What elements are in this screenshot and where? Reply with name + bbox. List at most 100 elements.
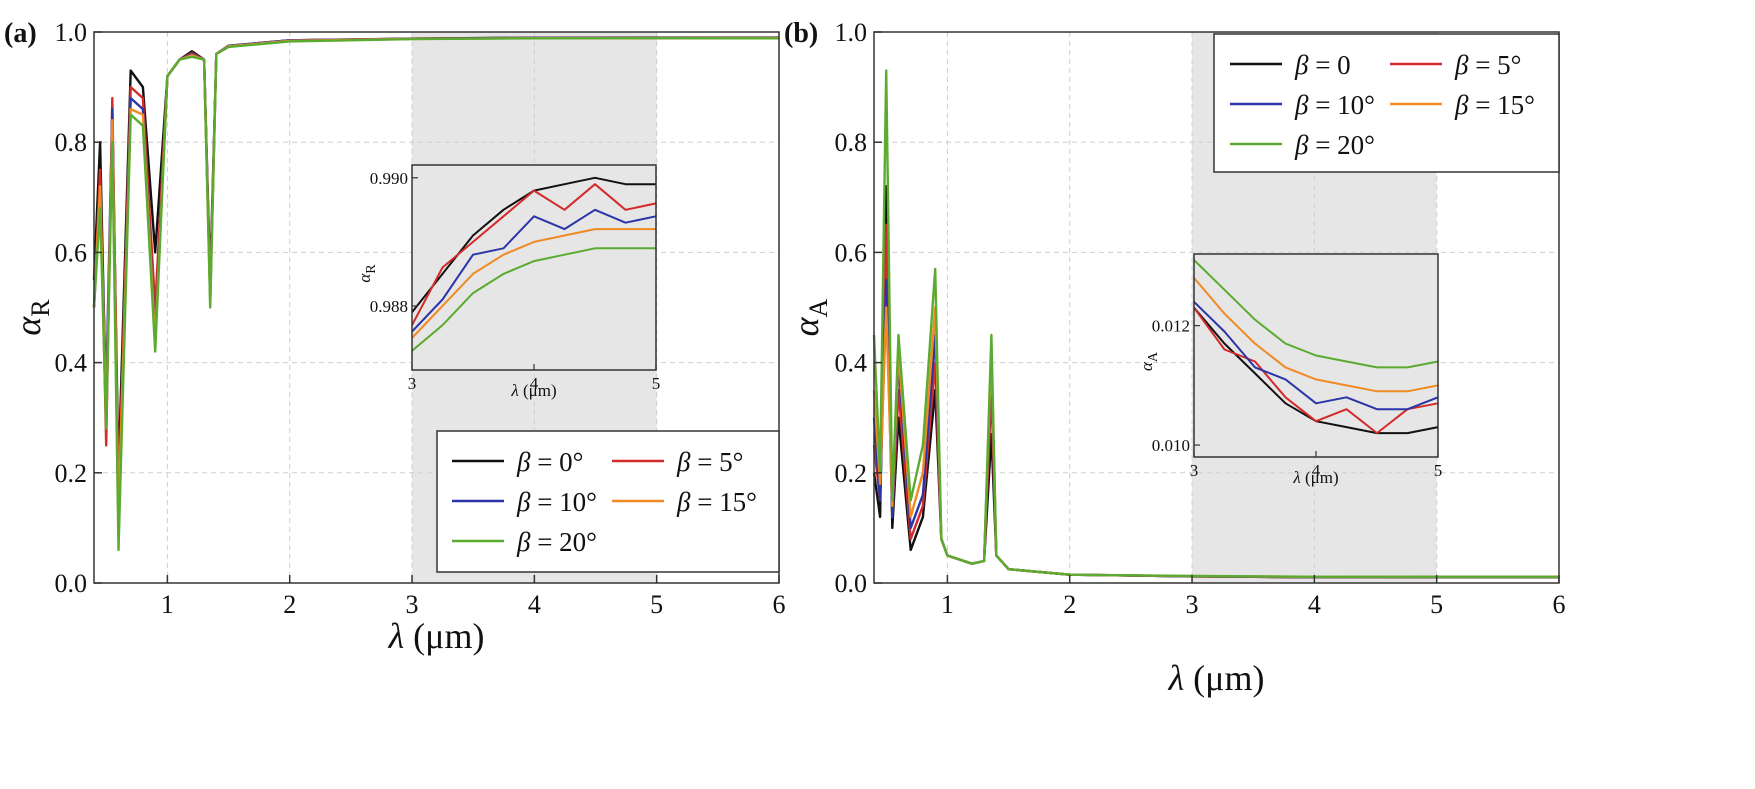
y-tick-label: 0.0	[55, 569, 88, 598]
x-tick-label: 1	[941, 590, 954, 619]
inset-y-axis-label: αR	[355, 264, 379, 283]
legend-label-beta: β	[676, 487, 691, 517]
legend-label-value: = 5°	[690, 447, 743, 477]
x-tick-label: 3	[1186, 590, 1199, 619]
x-tick-label: 1	[161, 590, 174, 619]
legend-label-value: = 15°	[690, 487, 757, 517]
inset-x-axis-lambda: λ	[510, 381, 518, 400]
inset-x-tick-label: 5	[652, 374, 661, 393]
legend-label-value: = 0	[1308, 50, 1350, 80]
legend-label-value: = 20°	[1308, 130, 1375, 160]
y-tick-label: 0.4	[55, 349, 88, 378]
y-axis-label-base: α	[786, 316, 826, 336]
x-tick-label: 4	[528, 590, 541, 619]
y-tick-label: 1.0	[55, 18, 88, 47]
y-axis-label: αR	[8, 299, 55, 336]
legend-label-value: = 10°	[530, 487, 597, 517]
x-axis-label-unit: (μm)	[1184, 658, 1264, 698]
inset-series-line	[411, 228, 656, 339]
plot-frame	[93, 31, 780, 584]
legend-label: β = 15°	[676, 487, 757, 517]
x-axis-label: λ (μm)	[1168, 658, 1265, 698]
y-tick-label: 0.4	[835, 349, 868, 378]
panel-label: (b)	[784, 18, 818, 49]
x-tick-label: 5	[650, 590, 663, 619]
inset-x-axis-label: λ (μm)	[1292, 468, 1338, 487]
legend-label: β = 10°	[1294, 90, 1375, 120]
inset-x-tick-label: 5	[1434, 461, 1443, 480]
series-line	[92, 37, 780, 552]
inset-x-tick-label: 4	[530, 374, 539, 393]
x-tick-label: 6	[1553, 590, 1566, 619]
inset-y-axis-label-base: α	[1137, 361, 1156, 371]
panel-b: 1 2 3 4 5 60.00.20.40.60.81.0λ (μm)αA(b)3 4 50.…	[784, 18, 1566, 698]
y-tick-label: 0.2	[55, 459, 88, 488]
inset-series-line	[1193, 307, 1439, 435]
inset-x-tick-label: 3	[408, 374, 417, 393]
inset-series-line	[411, 208, 657, 333]
y-axis-label-base: α	[8, 316, 48, 336]
y-tick-label: 0.0	[835, 569, 868, 598]
series-line	[872, 69, 1559, 578]
x-tick-label: 5	[1430, 590, 1443, 619]
y-tick-label: 0.8	[835, 128, 868, 157]
y-axis-label-sub: A	[804, 298, 833, 317]
inset-y-tick-label: 0.988	[370, 297, 408, 316]
y-tick-label: 0.8	[55, 128, 88, 157]
legend-label-beta: β	[516, 447, 531, 477]
legend-label-value: = 15°	[1468, 90, 1535, 120]
legend-label-beta: β	[1454, 50, 1469, 80]
legend-label-value: = 10°	[1308, 90, 1375, 120]
inset-series-line	[1193, 301, 1439, 411]
inset-x-axis-unit: (μm)	[519, 381, 557, 400]
y-axis-label: αA	[786, 298, 833, 336]
legend-label: β = 0°	[516, 447, 583, 477]
inset-y-axis-label: αA	[1137, 351, 1161, 371]
legend-label-value: = 5°	[1468, 50, 1521, 80]
legend-label-beta: β	[1454, 90, 1469, 120]
plot-frame	[873, 31, 1560, 584]
x-axis-label-lambda: λ	[388, 616, 405, 656]
x-tick-label: 2	[1063, 590, 1076, 619]
inset-y-tick-label: 0.012	[1152, 317, 1190, 336]
x-tick-label: 4	[1308, 590, 1321, 619]
inset-y-tick-label: 0.010	[1152, 436, 1190, 455]
x-tick-label: 3	[406, 590, 419, 619]
inset-x-axis-label: λ (μm)	[510, 381, 556, 400]
inset: 3 4 5 0.010 0.012 λ (μm) αA	[1137, 253, 1443, 487]
inset-y-axis-label-base: α	[355, 273, 374, 283]
y-tick-label: 0.6	[835, 238, 868, 267]
x-tick-label: 2	[283, 590, 296, 619]
x-axis-label-unit: (μm)	[404, 616, 484, 656]
x-tick-label: 6	[773, 590, 786, 619]
legend-label-beta: β	[676, 447, 691, 477]
legend-label: β = 20°	[1294, 130, 1375, 160]
x-axis-label-lambda: λ	[1168, 658, 1185, 698]
inset-series-line	[1193, 277, 1439, 393]
x-axis-label: λ (μm)	[388, 616, 485, 656]
inset-background	[412, 165, 656, 370]
inset-x-axis-lambda: λ	[1292, 468, 1300, 487]
legend-label-beta: β	[1294, 90, 1309, 120]
legend-label: β = 15°	[1454, 90, 1535, 120]
inset-x-tick-label: 4	[1312, 461, 1321, 480]
inset-series-line	[1193, 259, 1439, 369]
inset-series-line	[411, 247, 656, 352]
panel-label: (a)	[4, 18, 37, 49]
panel-a: 1 2 3 4 5 60.00.20.40.60.81.0λ (μm)αR(a)3 4 50.…	[4, 18, 786, 656]
legend-label-value: = 20°	[530, 527, 597, 557]
legend-label-beta: β	[516, 487, 531, 517]
inset-y-axis-label-sub: A	[1146, 351, 1161, 362]
legend-label-value: = 0°	[530, 447, 583, 477]
legend-label: β = 20°	[516, 527, 597, 557]
legend: β = 0° β = 5°β = 10° β = 15°β = 20°	[436, 430, 780, 573]
y-tick-label: 0.6	[55, 238, 88, 267]
legend-label: β = 10°	[516, 487, 597, 517]
legend-label-beta: β	[1294, 50, 1309, 80]
legend-label: β = 5°	[1454, 50, 1521, 80]
inset-y-axis-label-sub: R	[364, 264, 379, 274]
y-tick-label: 0.2	[835, 459, 868, 488]
y-axis-label-sub: R	[26, 299, 55, 317]
legend-label: β = 5°	[676, 447, 743, 477]
